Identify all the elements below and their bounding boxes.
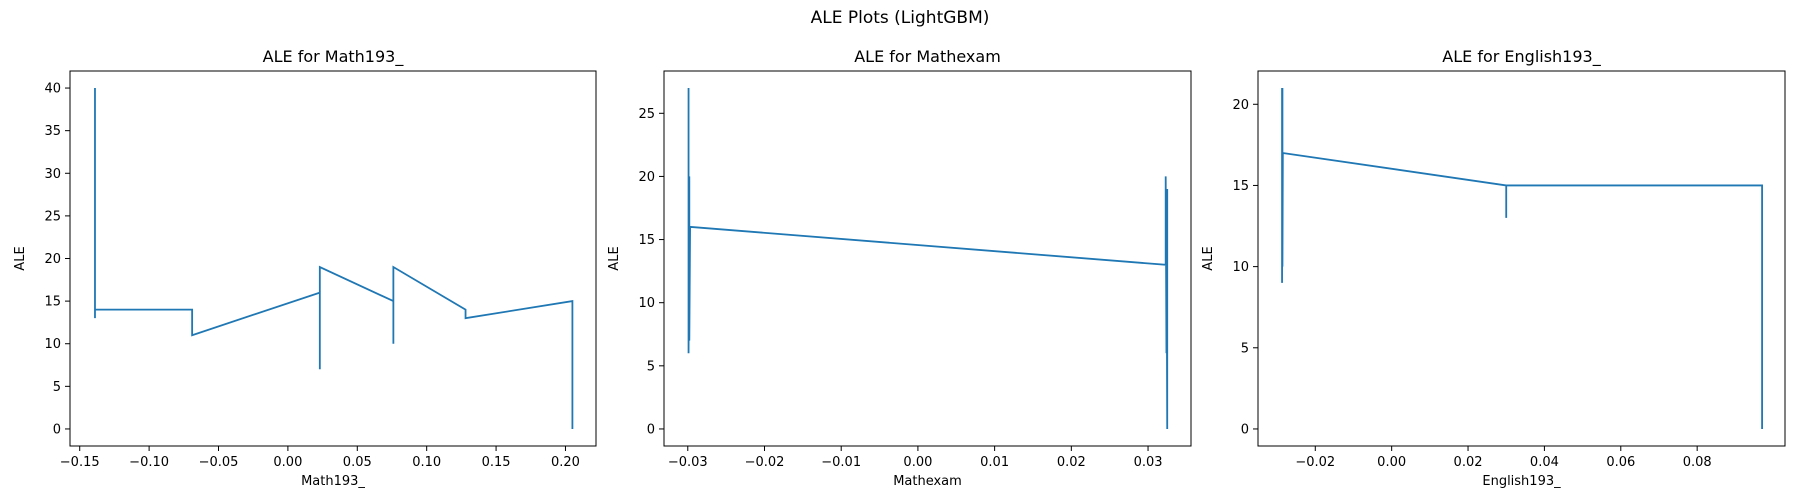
x-tick-label: 0.01 <box>980 455 1009 470</box>
ale-panel-3: ALE for English193_ −0.02 0.00 0.02 0.04 0.06… <box>1201 47 1786 489</box>
y-tick-label: 40 <box>44 82 61 97</box>
x-tick-label: 0.04 <box>1530 455 1559 470</box>
ale-line <box>687 88 1169 429</box>
figure-suptitle: ALE Plots (LightGBM) <box>811 8 990 28</box>
x-tick-label: 0.15 <box>482 455 511 470</box>
y-tick-label: 0 <box>647 422 655 437</box>
x-tick-label: −0.10 <box>129 455 169 470</box>
ale-panel-2: ALE for Mathexam −0.03 −0.02 −0.01 0.00 0.01 0… <box>607 47 1192 489</box>
y-tick-label: 15 <box>44 295 61 310</box>
y-tick-label: 10 <box>638 296 655 311</box>
y-tick-label: 15 <box>1232 179 1249 194</box>
x-tick-label: −0.02 <box>745 455 785 470</box>
y-tick-label: 25 <box>638 107 655 122</box>
x-tick-label: 0.00 <box>273 455 302 470</box>
x-tick-label: −0.05 <box>199 455 239 470</box>
y-tick-label: 5 <box>53 380 61 395</box>
x-axis-label: Mathexam <box>893 474 962 489</box>
x-axis-label: English193_ <box>1482 474 1561 489</box>
x-axis-label: Math193_ <box>301 474 365 489</box>
x-tick-label: 0.06 <box>1606 455 1635 470</box>
x-tick-label: 0.02 <box>1057 455 1086 470</box>
y-tick-label: 15 <box>638 233 655 248</box>
x-tick-label: −0.03 <box>668 455 708 470</box>
x-tick-label: −0.02 <box>1295 455 1335 470</box>
x-tick-label: 0.03 <box>1134 455 1163 470</box>
axes-frame <box>663 70 1192 447</box>
y-tick-label: 0 <box>1241 422 1249 437</box>
y-tick-label: 20 <box>1232 98 1249 113</box>
x-tick-label: 0.00 <box>903 455 932 470</box>
y-tick-label: 10 <box>44 337 61 352</box>
y-tick-label: 20 <box>44 252 61 267</box>
x-tick-label: 0.05 <box>343 455 372 470</box>
axes-frame <box>1257 70 1786 447</box>
x-tick-label: 0.20 <box>551 455 580 470</box>
x-tick-label: 0.02 <box>1454 455 1483 470</box>
y-axis-label: ALE <box>13 246 28 270</box>
panel-title: ALE for English193_ <box>1442 47 1601 67</box>
x-tick-label: 0.00 <box>1377 455 1406 470</box>
y-tick-label: 25 <box>44 209 61 224</box>
panel-title: ALE for Mathexam <box>854 47 1001 66</box>
panels: ALE for Math193_ −0.15 −0.10 −0.05 0.00 0.05 0… <box>13 47 1786 489</box>
x-tick-label: −0.01 <box>821 455 861 470</box>
panel-title: ALE for Math193_ <box>263 47 405 67</box>
ale-line <box>1281 88 1763 429</box>
y-axis-label: ALE <box>607 246 622 270</box>
y-tick-label: 30 <box>44 167 61 182</box>
y-tick-label: 20 <box>638 170 655 185</box>
x-tick-label: 0.08 <box>1683 455 1712 470</box>
ale-line <box>94 88 574 429</box>
x-tick-label: −0.15 <box>60 455 100 470</box>
y-tick-label: 5 <box>647 359 655 374</box>
ale-panel-1: ALE for Math193_ −0.15 −0.10 −0.05 0.00 0.05 0… <box>13 47 597 489</box>
y-axis-label: ALE <box>1201 246 1216 270</box>
y-tick-label: 0 <box>53 422 61 437</box>
y-tick-label: 10 <box>1232 260 1249 275</box>
y-tick-label: 5 <box>1241 341 1249 356</box>
x-tick-label: 0.10 <box>412 455 441 470</box>
y-tick-label: 35 <box>44 124 61 139</box>
